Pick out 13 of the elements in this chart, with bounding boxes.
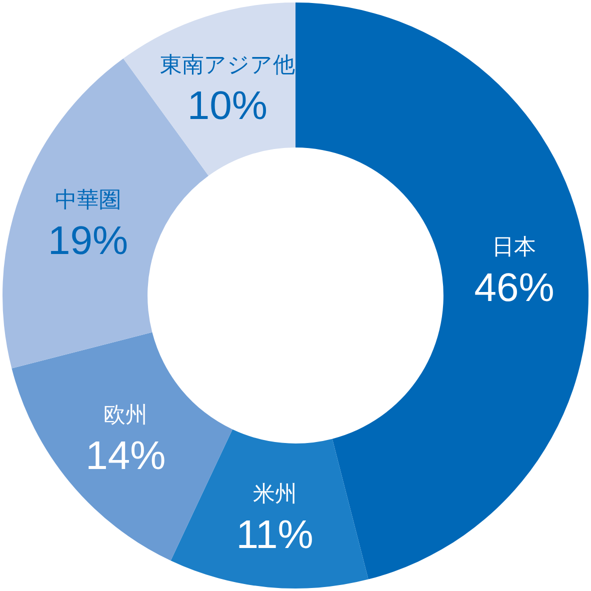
slice-label: 日本: [492, 234, 536, 259]
data-label: 14%: [86, 434, 166, 478]
slice-label: 米州: [252, 481, 297, 506]
data-label: 11%: [236, 513, 314, 558]
slice-label: 中華圏: [55, 186, 122, 212]
data-label: 46%: [474, 266, 554, 310]
donut-slice: [123, 2, 296, 176]
donut-slice: [12, 332, 232, 561]
donut-slice: [170, 429, 368, 588]
slice-label: 東南アジア他: [160, 52, 295, 77]
slice-label: 欧州: [104, 402, 148, 428]
data-label: 19%: [48, 218, 128, 263]
data-label: 10%: [187, 84, 268, 128]
